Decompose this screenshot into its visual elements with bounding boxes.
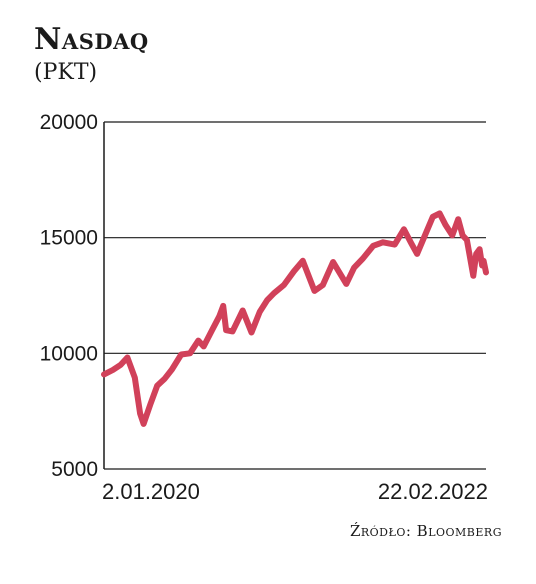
y-tick-label: 5000: [51, 458, 98, 481]
nasdaq-series-line: [101, 210, 489, 427]
y-tick-label: 10000: [40, 342, 98, 365]
y-tick-label: 15000: [40, 227, 98, 250]
y-tick-label: 20000: [40, 111, 98, 134]
gridlines: [104, 121, 486, 470]
source-note: Źródło: Bloomberg: [349, 522, 502, 540]
y-tick-labels: 20000 15000 10000 5000: [40, 111, 98, 481]
chart-subtitle: (PKT): [34, 60, 98, 85]
x-tick-labels: 2.01.2020 22.02.2022: [102, 479, 488, 504]
chart-title: Nasdaq: [34, 22, 149, 57]
x-tick-label: 2.01.2020: [102, 479, 200, 504]
x-tick-label: 22.02.2022: [378, 479, 488, 504]
